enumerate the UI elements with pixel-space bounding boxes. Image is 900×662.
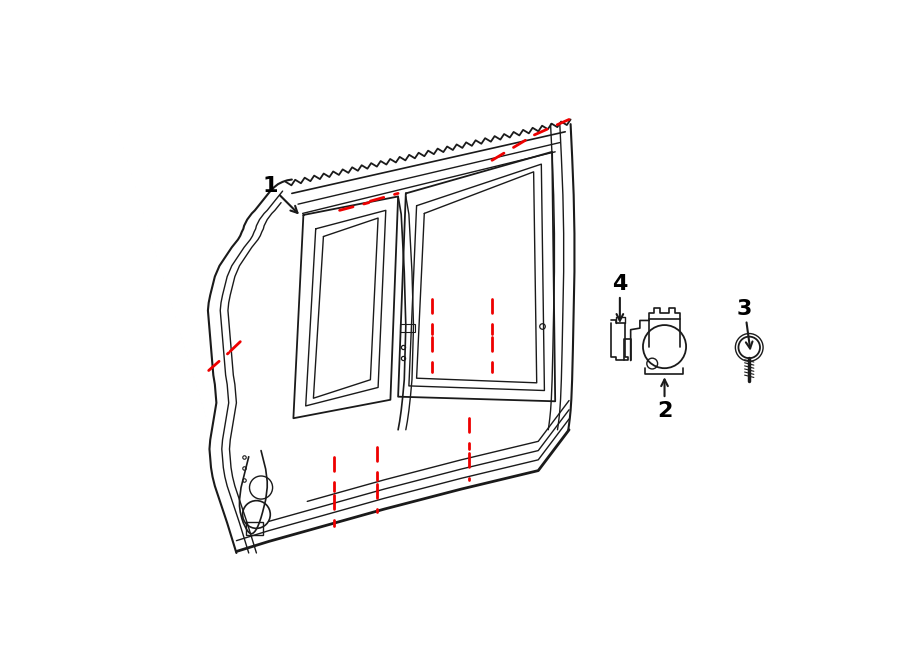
Text: 2: 2 [657, 401, 672, 421]
Text: 3: 3 [737, 299, 752, 319]
Text: 4: 4 [612, 274, 627, 295]
Text: 1: 1 [263, 175, 278, 196]
Bar [246, 522, 263, 534]
Bar [400, 324, 415, 332]
